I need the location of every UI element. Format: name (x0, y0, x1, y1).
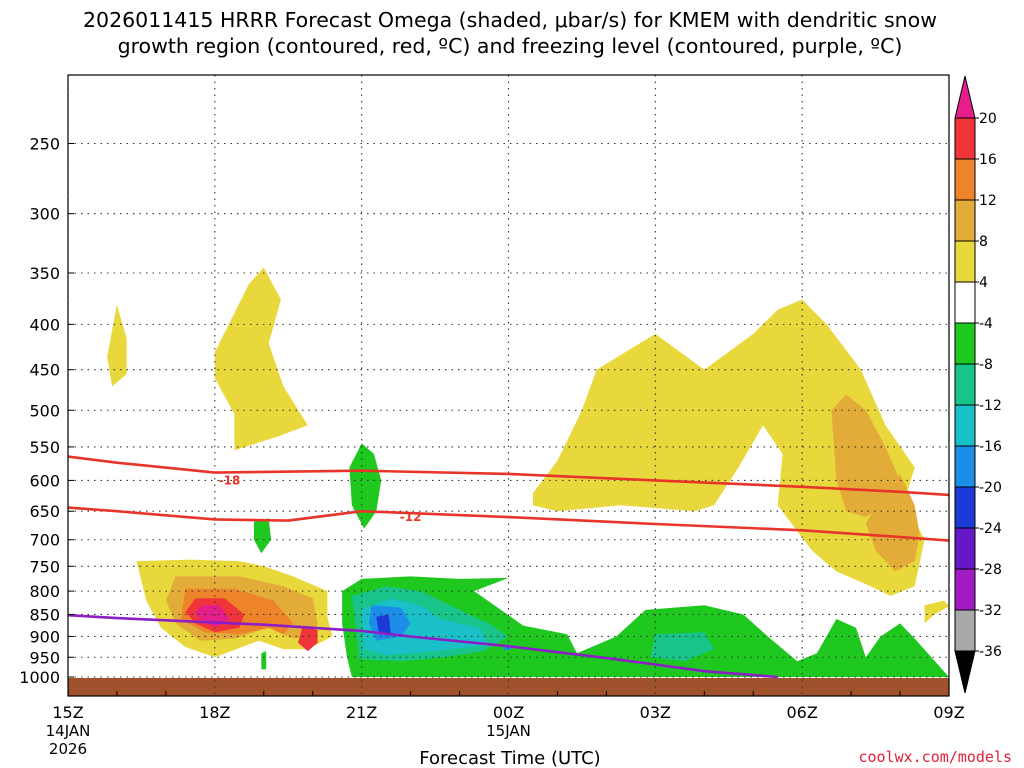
colorbar-bin-11 (954, 527, 976, 570)
contour-line-1 (68, 455, 949, 497)
omega-region-18 (650, 632, 715, 662)
chart-title-line-1: 2026011415 HRRR Forecast Omega (shaded, … (83, 8, 937, 32)
colorbar-label-12: -28 (979, 562, 1002, 578)
omega-region-2 (214, 267, 308, 451)
contour-line-3 (68, 613, 778, 679)
colorbar-label-1: 20 (979, 111, 997, 127)
colorbar-label-3: 12 (979, 193, 997, 209)
omega-region-5 (865, 473, 920, 572)
colorbar-label-14: -36 (979, 644, 1002, 660)
y-tick-label-550: 550 (29, 438, 60, 457)
y-tick-label-300: 300 (29, 205, 60, 224)
omega-region-16 (342, 576, 949, 677)
x-tick-label-06Z: 06Z (787, 703, 818, 722)
colorbar-label-5: 4 (979, 275, 988, 291)
y-tick-label-1000: 1000 (19, 668, 60, 687)
y-tick-label-500: 500 (29, 401, 60, 420)
x-tick-sublabel-14JAN: 14JAN (46, 722, 91, 740)
colorbar-bin-7 (954, 363, 976, 406)
omega-region-15 (261, 651, 267, 670)
y-tick-label-950: 950 (29, 648, 60, 667)
colorbar-bin-8 (954, 404, 976, 447)
y-tick-label-600: 600 (29, 471, 60, 490)
colorbar-label-11: -24 (979, 521, 1002, 537)
x-tick-sublabel-2026: 2026 (49, 740, 87, 758)
y-axis-ticks: 250 300 350 400 450 500 550 600 650 700 750 800 850 9… (19, 135, 74, 687)
colorbar-label-8: -12 (979, 398, 1002, 414)
x-tick-label-00Z: 00Z (493, 703, 524, 722)
colorbar-label-2: 16 (979, 152, 997, 168)
colorbar-label-10: -20 (979, 480, 1002, 496)
contour-labels: -18 -12 (219, 474, 422, 524)
x-tick-label-18Z: 18Z (199, 703, 230, 722)
colorbar-over-triangle (954, 75, 976, 119)
y-tick-label-350: 350 (29, 264, 60, 283)
colorbar-label-6: -4 (979, 316, 993, 332)
colorbar-label-4: 8 (979, 234, 988, 250)
y-tick-label-400: 400 (29, 315, 60, 334)
x-axis-label: Forecast Time (UTC) (419, 748, 600, 768)
y-tick-label-850: 850 (29, 605, 60, 624)
colorbar: 20 16 12 8 4 -4 -8 -12 -16 -20 -24 -28 -32 -36 (954, 75, 1002, 694)
grid-lines (67, 75, 950, 696)
omega-region-6 (924, 600, 949, 624)
credit-text: coolwx.com/models (858, 748, 1012, 766)
y-tick-label-750: 750 (29, 557, 60, 576)
y-tick-label-450: 450 (29, 361, 60, 380)
omega-region-13 (349, 443, 382, 529)
x-tick-sublabel-15JAN: 15JAN (486, 722, 531, 740)
y-tick-label-900: 900 (29, 627, 60, 646)
colorbar-under-triangle (954, 650, 976, 694)
colorbar-bin-12 (954, 568, 976, 611)
colorbar-bin-2 (954, 158, 976, 201)
colorbar-bin-3 (954, 199, 976, 242)
omega-shaded-regions (107, 267, 949, 677)
omega-region-21 (376, 614, 391, 635)
contour-label--18: -18 (219, 474, 241, 488)
colorbar-label-13: -32 (979, 603, 1002, 619)
colorbar-bin-13 (954, 609, 976, 652)
contour-line-2 (68, 506, 949, 542)
x-tick-label-09Z: 09Z (933, 703, 964, 722)
x-tick-label-15Z: 15Z (52, 703, 83, 722)
x-tick-label-21Z: 21Z (346, 703, 377, 722)
colorbar-bin-6 (954, 322, 976, 365)
omega-region-12 (298, 625, 318, 652)
omega-region-3 (533, 299, 925, 596)
y-tick-label-800: 800 (29, 582, 60, 601)
x-tick-label-03Z: 03Z (640, 703, 671, 722)
contour-lines (68, 455, 949, 679)
colorbar-label-9: -16 (979, 439, 1002, 455)
plot-frame (67, 74, 950, 697)
colorbar-bin-4 (954, 240, 976, 283)
colorbar-label-7: -8 (979, 357, 993, 373)
y-tick-label-700: 700 (29, 531, 60, 550)
colorbar-bin-1 (954, 117, 976, 160)
colorbar-bin-5 (954, 281, 976, 324)
y-tick-label-650: 650 (29, 502, 60, 521)
contour-label--12: -12 (400, 510, 422, 524)
chart-title-line-2: growth region (contoured, red, ºC) and f… (118, 34, 903, 58)
colorbar-bin-9 (954, 445, 976, 488)
colorbar-bin-10 (954, 486, 976, 529)
omega-region-14 (254, 518, 272, 554)
y-tick-label-250: 250 (29, 135, 60, 154)
omega-region-1 (107, 304, 127, 387)
omega-region-4 (831, 394, 901, 518)
